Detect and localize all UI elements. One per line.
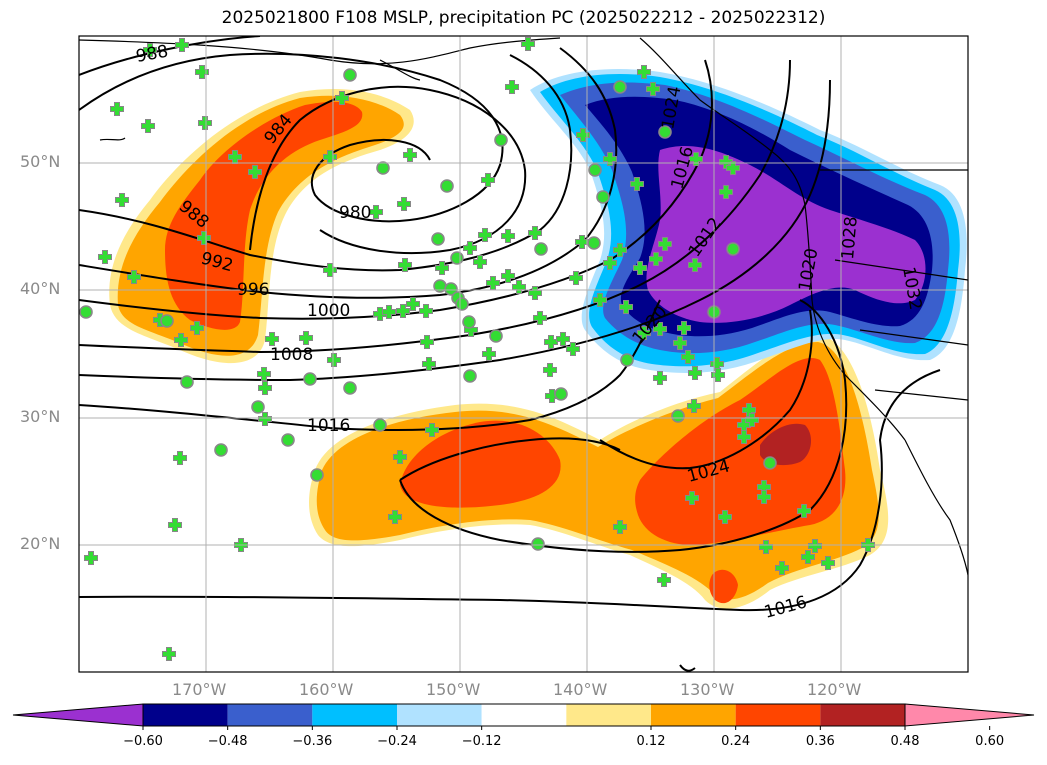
colorbar-cell — [735, 704, 821, 726]
colorbar-cell — [227, 704, 313, 726]
map-frame — [78, 35, 969, 673]
isobar-label: 1008 — [270, 345, 313, 365]
lat-label: 40°N — [20, 279, 61, 298]
colorbar-tick-label: −0.12 — [461, 734, 502, 749]
lon-label: 130°W — [680, 680, 735, 699]
colorbar-tick-label: −0.60 — [123, 734, 163, 749]
colorbar-tick-label: 0.48 — [890, 734, 920, 749]
lat-label: 20°N — [20, 534, 61, 553]
negative-anomaly-northeast — [530, 69, 967, 373]
map-title: 2025021800 F108 MSLP, precipitation PC (… — [221, 8, 826, 28]
colorbar-cell — [566, 704, 651, 726]
isobar-label: 1028 — [838, 216, 862, 261]
colorbar-extend-high — [904, 703, 1035, 727]
colorbar-tick-label: 0.24 — [721, 734, 751, 749]
isobar-label: 1000 — [307, 301, 350, 321]
isobar-label: 980 — [339, 203, 371, 223]
colorbar-tick-label: −0.36 — [292, 734, 333, 749]
lat-label: 30°N — [20, 407, 61, 426]
isobar-label: 1016 — [307, 416, 350, 436]
lon-label: 170°W — [172, 680, 227, 699]
colorbar-cell — [397, 704, 482, 726]
isobar-label: 996 — [237, 280, 269, 300]
colorbar-extend-low — [12, 703, 144, 727]
lat-label: 50°N — [20, 152, 61, 171]
colorbar-tick-label: 0.36 — [805, 734, 835, 749]
colorbar-tick-label: 0.12 — [636, 734, 666, 749]
colorbar-cell — [312, 704, 397, 726]
colorbar-cell — [143, 704, 228, 726]
isobars — [79, 36, 941, 672]
graticule — [79, 36, 968, 672]
colorbar-cell — [481, 704, 567, 726]
colorbar-tick-label: −0.24 — [377, 734, 417, 749]
lon-label: 140°W — [553, 680, 608, 699]
colorbar-tick-label: 0.60 — [975, 734, 1005, 749]
lon-label: 160°W — [299, 680, 354, 699]
colorbar-cell — [820, 704, 905, 726]
colorbar — [12, 703, 1035, 730]
lon-label: 120°W — [807, 680, 862, 699]
map-frame-content — [79, 36, 968, 672]
colorbar-tick-label: −0.48 — [207, 734, 248, 749]
colorbar-cell — [651, 704, 736, 726]
lon-label: 150°W — [426, 680, 481, 699]
